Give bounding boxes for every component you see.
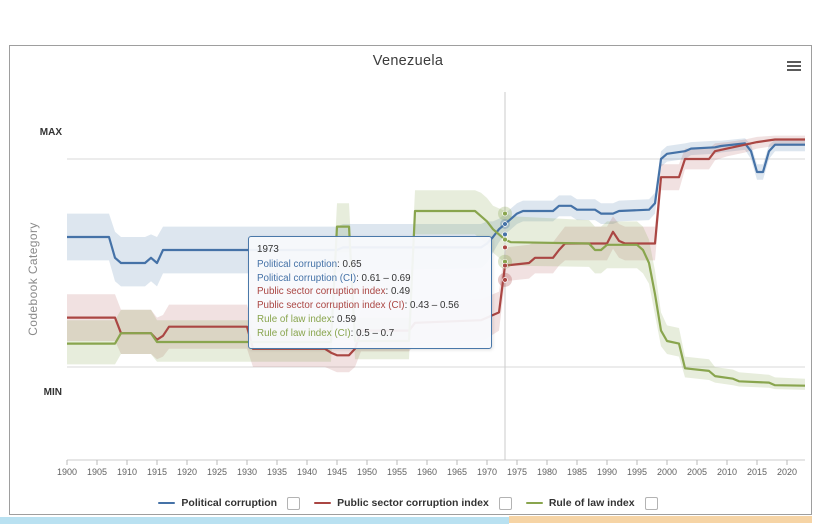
bottom-strip-orange [509,516,812,523]
legend-label[interactable]: Public sector corruption index [337,497,489,509]
legend-checkbox-political-corruption[interactable] [287,496,301,510]
legend-label[interactable]: Rule of law index [548,497,635,509]
legend-label[interactable]: Political corruption [181,497,278,509]
tooltip-row-value: : 0.5 – 0.7 [350,327,395,339]
tooltip-row-label: Political corruption [257,258,338,270]
y-axis-max-label: MAX [39,127,62,138]
y-axis-min-label: MIN [43,387,62,398]
legend-checkbox-public-sector-corruption-index[interactable] [498,496,512,510]
tooltip-row: Political corruption: 0.65 [257,258,483,272]
legend: Political corruption Public sector corrup… [0,492,816,514]
tooltip: 1973 Political corruption: 0.65 Political… [248,236,492,349]
hamburger-icon [787,61,801,63]
tooltip-row: Rule of law index: 0.59 [257,313,483,327]
chart-menu-button[interactable] [785,55,803,69]
legend-dash-icon [158,501,176,505]
legend-item-public-sector-corruption-index[interactable]: Public sector corruption index [314,496,512,510]
bottom-strip-blue [0,517,509,524]
tooltip-row-value: : 0.49 [385,286,411,298]
tooltip-row-label: Political corruption (CI) [257,272,357,284]
tooltip-row: Public sector corruption index: 0.49 [257,285,483,299]
legend-checkbox-rule-of-law-index[interactable] [644,496,658,510]
legend-item-rule-of-law-index[interactable]: Rule of law index [525,496,658,510]
tooltip-year: 1973 [257,244,279,255]
legend-item-political-corruption[interactable]: Political corruption [158,496,301,510]
y-axis-title: Codebook Category [26,222,40,336]
tooltip-row: Rule of law index (CI): 0.5 – 0.7 [257,327,483,341]
tooltip-row-value: : 0.43 – 0.56 [404,300,460,312]
tooltip-row-label: Rule of law index [257,313,332,325]
chart-title: Venezuela [372,53,444,69]
tooltip-row: Political corruption (CI): 0.61 – 0.69 [257,272,483,286]
tooltip-row: Public sector corruption index (CI): 0.4… [257,299,483,313]
legend-dash-icon [525,501,543,505]
tooltip-row-value: : 0.61 – 0.69 [356,272,411,284]
tooltip-row-value: : 0.59 [331,313,357,325]
legend-dash-icon [314,501,332,505]
tooltip-rows: Political corruption: 0.65 Political corr… [257,258,483,341]
tooltip-row-value: : 0.65 [337,258,362,270]
tooltip-row-label: Public sector corruption index [257,286,386,298]
tooltip-row-label: Rule of law index (CI) [257,327,351,339]
tooltip-row-label: Public sector corruption index (CI) [257,300,405,312]
